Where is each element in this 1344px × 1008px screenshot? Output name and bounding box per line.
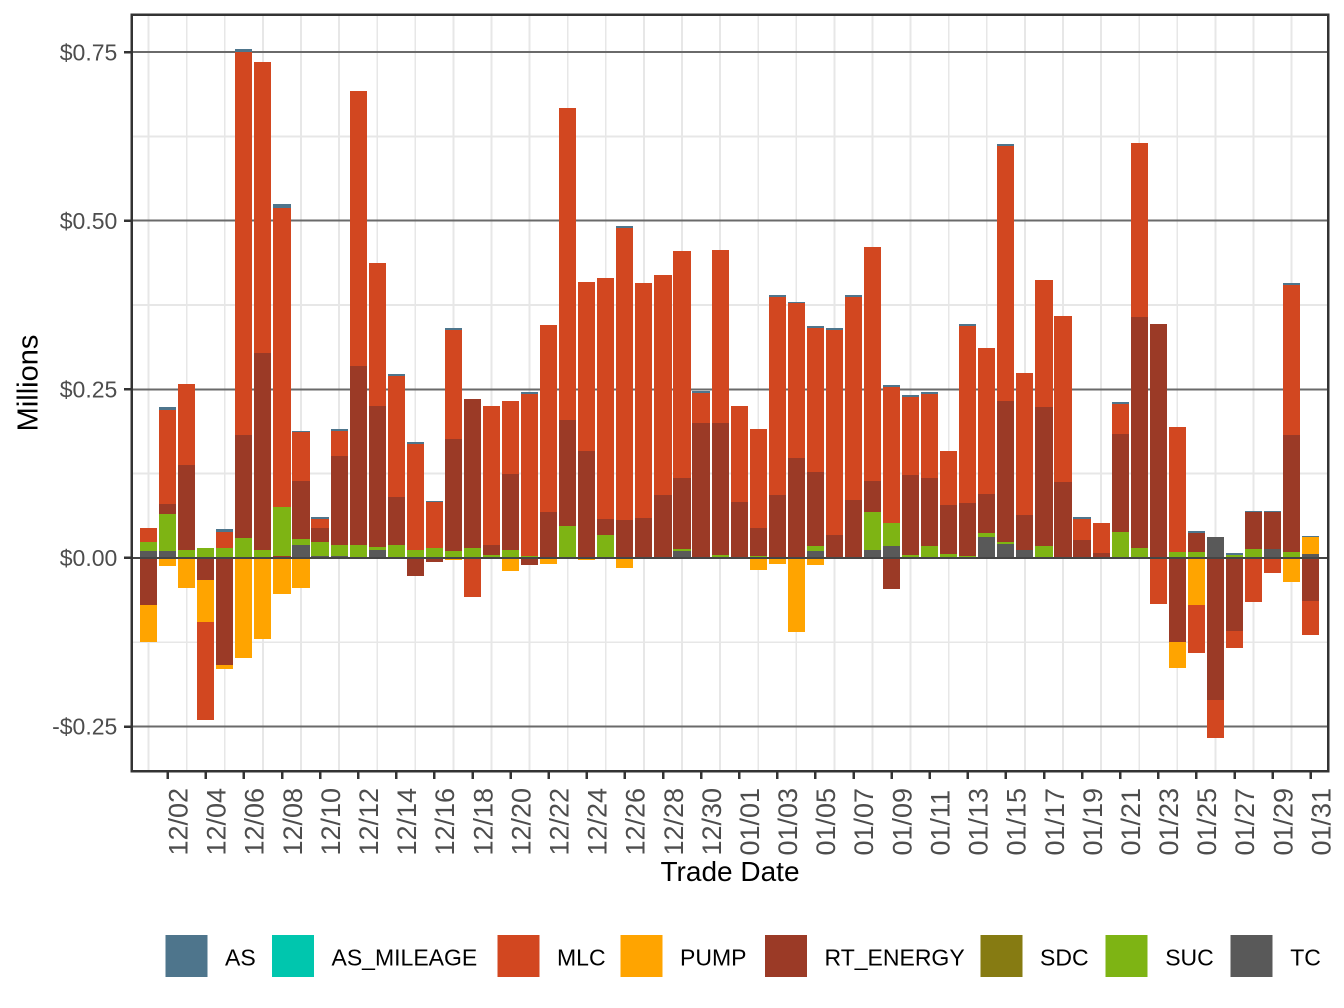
svg-text:12/30: 12/30 xyxy=(697,788,727,856)
svg-text:01/29: 01/29 xyxy=(1268,788,1298,856)
svg-text:01/03: 01/03 xyxy=(773,788,803,856)
svg-text:AS_MILEAGE: AS_MILEAGE xyxy=(332,944,478,970)
svg-text:12/20: 12/20 xyxy=(506,788,536,856)
svg-text:12/10: 12/10 xyxy=(316,788,346,856)
svg-text:01/23: 01/23 xyxy=(1154,788,1184,856)
svg-text:01/31: 01/31 xyxy=(1307,788,1337,856)
svg-text:01/11: 01/11 xyxy=(925,790,955,856)
svg-text:01/05: 01/05 xyxy=(811,788,841,856)
svg-text:12/12: 12/12 xyxy=(354,788,384,856)
svg-text:01/27: 01/27 xyxy=(1230,788,1260,856)
svg-text:SDC: SDC xyxy=(1040,944,1089,970)
svg-text:12/06: 12/06 xyxy=(240,788,270,856)
svg-text:Trade Date: Trade Date xyxy=(660,856,799,887)
svg-text:AS: AS xyxy=(225,944,256,970)
svg-text:12/08: 12/08 xyxy=(278,788,308,856)
svg-text:TC: TC xyxy=(1290,944,1321,970)
svg-text:12/24: 12/24 xyxy=(583,788,613,856)
svg-text:PUMP: PUMP xyxy=(680,944,746,970)
svg-text:12/26: 12/26 xyxy=(621,788,651,856)
svg-text:01/13: 01/13 xyxy=(964,788,994,856)
svg-text:MLC: MLC xyxy=(557,944,606,970)
svg-text:Millions: Millions xyxy=(13,335,45,432)
svg-text:RT_ENERGY: RT_ENERGY xyxy=(825,944,965,970)
svg-text:01/09: 01/09 xyxy=(887,788,917,856)
svg-text:01/19: 01/19 xyxy=(1078,788,1108,856)
svg-text:12/02: 12/02 xyxy=(164,788,194,856)
svg-text:01/17: 01/17 xyxy=(1040,788,1070,856)
svg-text:01/07: 01/07 xyxy=(849,788,879,856)
svg-text:$0.75: $0.75 xyxy=(60,39,118,65)
svg-text:$0.50: $0.50 xyxy=(60,208,118,234)
svg-text:SUC: SUC xyxy=(1165,944,1214,970)
svg-text:$0.25: $0.25 xyxy=(60,377,118,403)
svg-text:12/16: 12/16 xyxy=(430,788,460,856)
svg-text:12/14: 12/14 xyxy=(392,788,422,856)
svg-text:01/15: 01/15 xyxy=(1002,788,1032,856)
svg-text:01/21: 01/21 xyxy=(1116,788,1146,856)
svg-text:12/04: 12/04 xyxy=(202,788,232,856)
svg-text:$0.00: $0.00 xyxy=(60,545,118,571)
svg-text:01/25: 01/25 xyxy=(1192,788,1222,856)
svg-text:12/28: 12/28 xyxy=(659,788,689,856)
svg-text:12/18: 12/18 xyxy=(468,788,498,856)
svg-text:12/22: 12/22 xyxy=(544,788,574,856)
svg-text:01/01: 01/01 xyxy=(735,788,765,856)
svg-text:-$0.25: -$0.25 xyxy=(52,714,117,740)
